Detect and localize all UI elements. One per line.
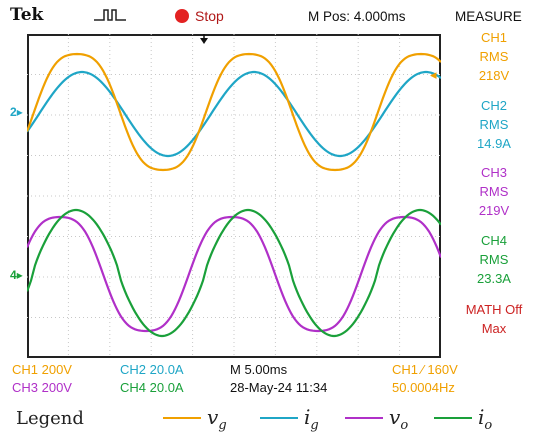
legend-swatch-vg [163,417,201,419]
legend-swatch-vo [345,417,383,419]
graticule [25,34,443,358]
measure-ch1-value: 218V [478,68,510,83]
measure-ch2[interactable]: CH2 RMS 14.9A [444,96,544,156]
legend: Legend vg ig vo io [0,398,550,441]
measure-ch4-channel: CH4 [480,233,507,248]
measure-math-type: Max [481,321,507,336]
waveform-display [25,34,443,358]
legend-label-vo: vo [389,405,409,433]
legend-label-ig: ig [304,405,319,433]
ch4-scale[interactable]: CH4 20.0A [120,380,184,395]
trigger-level-marker[interactable]: ◂ [430,67,437,82]
status-bar: Tek Stop M Pos: 4.000ms MEASURE [0,0,550,34]
run-state[interactable]: Stop [175,8,224,24]
ch1-scale[interactable]: CH1 200V [12,362,72,377]
legend-label-vg: vg [207,405,227,433]
run-state-label: Stop [195,8,224,24]
legend-label-io: io [478,405,493,433]
trigger-position-marker [200,38,208,44]
date-time: 28-May-24 11:34 [230,380,328,395]
measure-ch3[interactable]: CH3 RMS 219V [444,163,544,223]
measure-ch1[interactable]: CH1 RMS 218V [444,28,544,88]
trace-ch1 [25,52,442,172]
measure-math-channel: MATH Off [465,302,523,317]
measure-ch1-channel: CH1 [480,30,507,45]
trigger-frequency: 50.0004Hz [392,380,455,395]
measure-ch2-type: RMS [479,117,509,132]
timebase[interactable]: M 5.00ms [230,362,288,377]
trigger-setting[interactable]: CH1 ∕ 160V [392,362,458,377]
horizontal-position: M Pos: 4.000ms [308,9,406,24]
measure-ch1-type: RMS [479,49,509,64]
measure-ch2-channel: CH2 [480,98,507,113]
measure-menu-title[interactable]: MEASURE [455,9,522,24]
ch4-level-marker[interactable]: 4▸ [10,268,23,282]
ch2-level-marker[interactable]: 2▸ [10,105,23,119]
measure-ch4-type: RMS [479,252,509,267]
legend-swatch-io [434,417,472,419]
measure-ch3-channel: CH3 [480,165,507,180]
stop-icon [175,9,189,23]
measure-ch4[interactable]: CH4 RMS 23.3A [444,231,544,291]
legend-swatch-ig [260,417,298,419]
ch3-scale[interactable]: CH3 200V [12,380,72,395]
graticule-grid [27,34,441,358]
legend-title: Legend [16,408,84,429]
ch2-scale[interactable]: CH2 20.0A [120,362,184,377]
measure-ch3-value: 219V [478,203,510,218]
pulse-icon [94,9,126,21]
measure-math[interactable]: MATH Off Max [444,300,544,360]
measure-ch2-value: 14.9A [477,136,511,151]
measure-ch3-type: RMS [479,184,509,199]
measure-ch4-value: 23.3A [477,271,511,286]
trace-ch4 [25,208,442,338]
brand-logo: Tek [10,5,44,25]
